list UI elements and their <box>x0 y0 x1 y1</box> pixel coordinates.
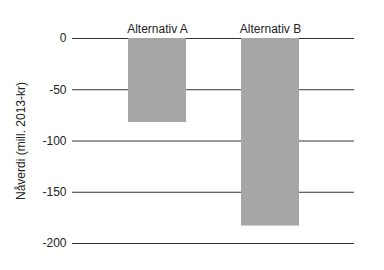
svg-text:-200: -200 <box>42 236 66 250</box>
svg-text:Alternativ B: Alternativ B <box>240 22 301 36</box>
svg-text:-100: -100 <box>42 134 66 148</box>
svg-text:0: 0 <box>60 31 67 45</box>
svg-text:-50: -50 <box>49 83 67 97</box>
svg-text:Alternativ A: Alternativ A <box>127 22 188 36</box>
svg-text:Nåverdi (mill. 2013-kr): Nåverdi (mill. 2013-kr) <box>14 82 28 200</box>
svg-text:-150: -150 <box>42 185 66 199</box>
